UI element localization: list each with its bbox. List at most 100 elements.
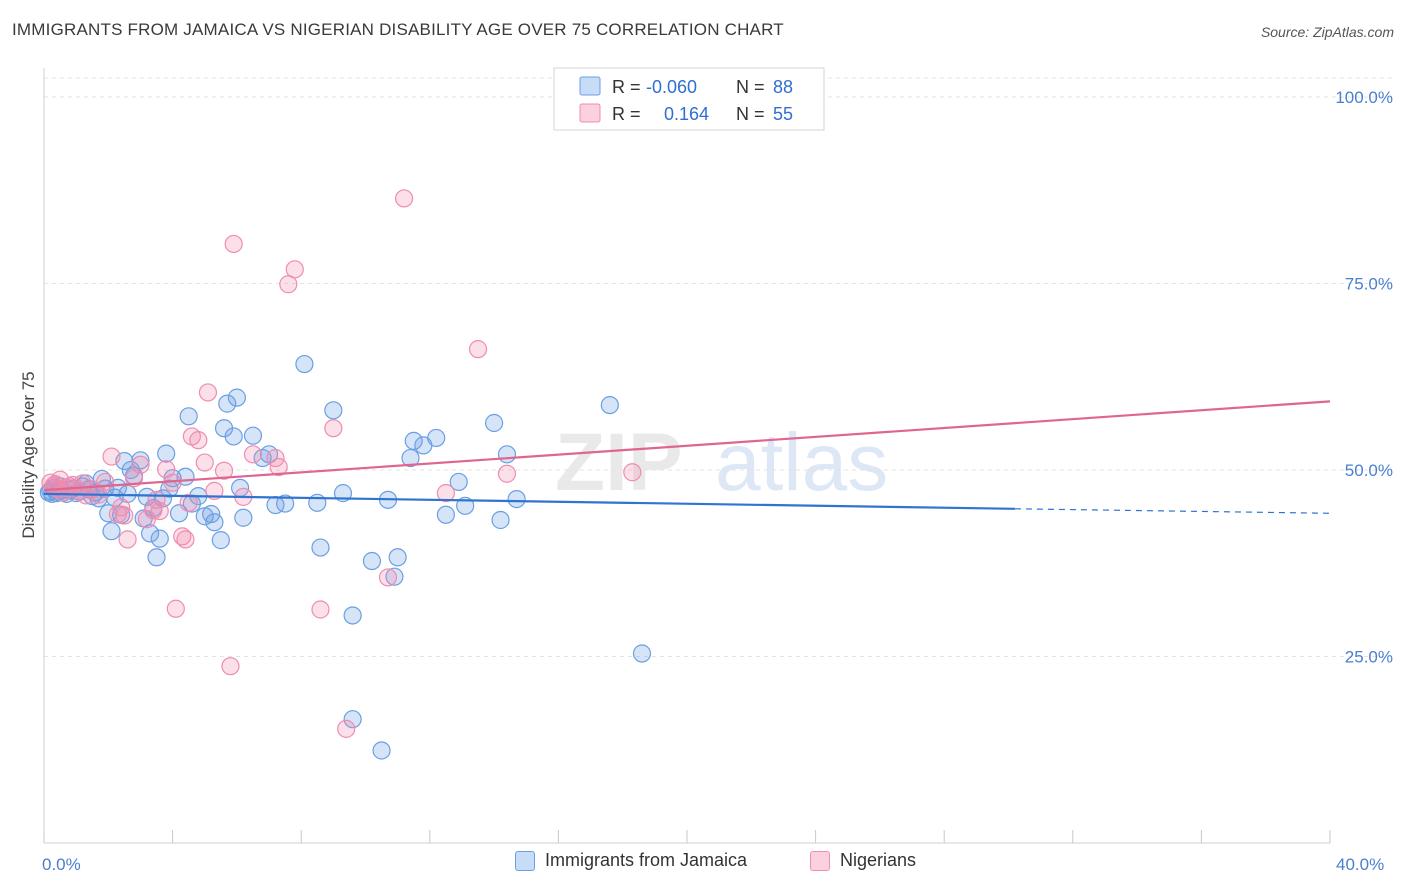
legend-n-label-jamaica: N = <box>736 77 765 97</box>
jamaica-point <box>362 551 382 571</box>
nigerians-point <box>269 457 288 477</box>
legend-swatch-jamaica <box>579 76 601 96</box>
nigerians-point <box>285 260 304 279</box>
bottom-legend-item-nigerians: Nigerians <box>810 850 916 871</box>
y-tick-labels: 25.0% 50.0% 75.0% 100.0% <box>1335 88 1393 667</box>
jamaica-point <box>150 529 169 548</box>
bottom-legend-swatch-nigerians <box>810 850 830 871</box>
series-nigerians-points <box>41 189 642 738</box>
legend-box: R = -0.060 N = 88 R = 0.164 N = 55 <box>553 67 825 131</box>
legend-n-value-nigerians: 55 <box>773 104 793 124</box>
source-label: Source: ZipAtlas.com <box>1260 24 1394 40</box>
jamaica-point <box>211 531 230 550</box>
bottom-legend-label-jamaica: Immigrants from Jamaica <box>545 850 748 870</box>
y-tick-label-75: 75.0% <box>1345 275 1393 294</box>
nigerians-point <box>166 599 185 618</box>
jamaica-point <box>497 445 517 464</box>
watermark-atlas: atlas <box>715 417 888 508</box>
nigerians-point <box>311 600 330 619</box>
jamaica-point <box>205 513 224 532</box>
jamaica-point <box>324 401 343 420</box>
legend-r-label-nigerians: R = <box>612 104 641 124</box>
jamaica-point <box>507 489 526 509</box>
jamaica-point <box>276 494 295 513</box>
nigerians-point <box>189 431 208 450</box>
nigerians-trend-line <box>43 400 1331 492</box>
jamaica-point <box>401 448 420 468</box>
bottom-legend-swatch-jamaica <box>515 850 535 871</box>
nigerians-point <box>150 501 169 521</box>
nigerians-point <box>131 455 150 474</box>
jamaica-point <box>385 567 404 586</box>
trend-lines <box>43 400 1331 514</box>
jamaica-point <box>600 395 619 415</box>
nigerians-point <box>73 474 92 493</box>
jamaica-point <box>427 428 446 448</box>
nigerians-point <box>337 719 356 738</box>
jamaica-point <box>436 505 455 524</box>
nigerians-point <box>118 530 137 549</box>
nigerians-point <box>394 189 414 208</box>
nigerians-point <box>468 340 488 359</box>
jamaica-point <box>102 522 121 541</box>
nigerians-point <box>205 481 224 500</box>
nigerians-point <box>147 490 166 509</box>
nigerians-point <box>221 657 240 676</box>
jamaica-point <box>485 413 504 433</box>
legend-r-value-nigerians: 0.164 <box>664 104 709 124</box>
y-tick-label-25: 25.0% <box>1345 648 1393 667</box>
y-axis-title: Disability Age Over 75 <box>19 371 38 538</box>
bottom-legend: Immigrants from Jamaica Nigerians <box>0 850 1406 880</box>
nigerians-point <box>102 447 121 466</box>
jamaica-trend-line-extension <box>1014 508 1331 514</box>
jamaica-trend-line <box>43 492 1015 510</box>
nigerians-point <box>224 234 243 254</box>
legend-n-label-nigerians: N = <box>736 104 765 124</box>
nigerians-point <box>436 484 455 503</box>
grid-lines <box>44 77 1392 657</box>
jamaica-point <box>449 472 468 492</box>
nigerians-point <box>623 463 642 482</box>
jamaica-point <box>308 493 327 512</box>
jamaica-point <box>372 741 391 760</box>
legend-r-label-jamaica: R = <box>612 77 641 97</box>
jamaica-point <box>131 451 150 470</box>
jamaica-point <box>147 548 166 567</box>
nigerians-point <box>112 498 131 517</box>
nigerians-point <box>144 501 163 520</box>
watermark-zip: ZIP <box>555 417 683 508</box>
nigerians-point <box>179 493 198 512</box>
x-tick-label-min: 0.0% <box>42 855 81 874</box>
jamaica-point <box>234 508 253 527</box>
jamaica-point <box>343 606 362 625</box>
jamaica-point <box>140 524 160 543</box>
jamaica-point <box>218 394 237 413</box>
jamaica-point <box>456 496 475 515</box>
nigerians-point <box>95 472 115 492</box>
nigerians-point <box>173 527 192 546</box>
legend-n-value-jamaica: 88 <box>773 77 793 97</box>
legend-swatch-nigerians <box>579 103 601 123</box>
nigerians-point <box>198 383 218 402</box>
y-tick-label-100: 100.0% <box>1335 88 1393 107</box>
x-tick-label-max: 40.0% <box>1336 855 1384 874</box>
nigerians-point <box>137 510 156 529</box>
jamaica-point <box>227 388 246 407</box>
jamaica-point <box>243 426 263 445</box>
jamaica-point <box>224 427 243 446</box>
jamaica-point <box>311 538 330 557</box>
bottom-legend-item-jamaica: Immigrants from Jamaica <box>515 850 747 871</box>
nigerians-point <box>214 461 234 480</box>
jamaica-point <box>179 407 198 426</box>
nigerians-point <box>497 464 517 483</box>
nigerians-point <box>324 419 343 438</box>
jamaica-point <box>295 354 314 374</box>
nigerians-point <box>195 453 214 472</box>
jamaica-point <box>343 710 362 729</box>
jamaica-point <box>157 444 176 463</box>
nigerians-point <box>243 445 263 464</box>
jamaica-point <box>632 644 652 663</box>
y-tick-label-50: 50.0% <box>1345 461 1393 480</box>
jamaica-point <box>491 510 510 530</box>
